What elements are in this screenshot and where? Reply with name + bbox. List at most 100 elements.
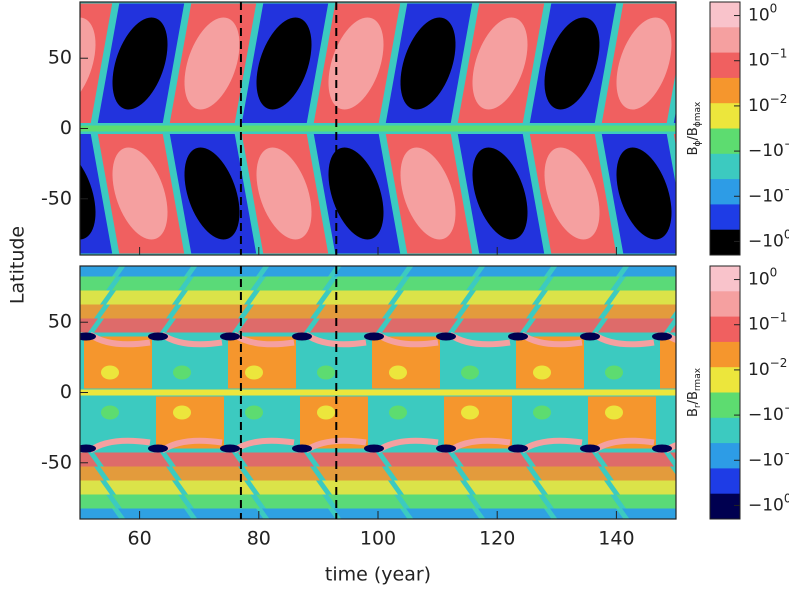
- field-spot: [245, 365, 263, 380]
- field-stripe: [526, 452, 602, 467]
- field-stripe: [166, 452, 242, 467]
- field-stripe: [0, 305, 32, 319]
- field-stripe: [616, 494, 676, 509]
- field-stripe: [466, 290, 542, 305]
- field-stripe: [388, 304, 464, 319]
- field-stripe: [178, 480, 254, 495]
- field-dark: [652, 444, 672, 453]
- field-stripe: [0, 453, 26, 467]
- field-stripe: [382, 318, 458, 333]
- field-stripe: [472, 276, 548, 291]
- field-stripe: [244, 466, 320, 481]
- field-arc: [18, 335, 78, 345]
- field-stripe: [190, 266, 264, 277]
- field-dark: [292, 444, 312, 453]
- field-stripe: [80, 290, 110, 305]
- field-stripe: [0, 481, 38, 495]
- field-dark: [508, 444, 528, 453]
- colorbar-swatch: [710, 392, 740, 419]
- field-stripe: [532, 304, 608, 319]
- field-arc: [0, 441, 6, 451]
- field-stripe: [544, 494, 620, 509]
- field-stripe: [622, 266, 676, 277]
- field-stripe: [256, 276, 332, 291]
- colorbar-swatch: [710, 229, 740, 256]
- field-stripe: [400, 494, 476, 509]
- field-stripe: [394, 290, 470, 305]
- field-stripe: [394, 480, 470, 495]
- field-stripe: [316, 304, 392, 319]
- field-stripe: [460, 304, 536, 319]
- field-stripe: [400, 276, 476, 291]
- field-stripe: [604, 466, 676, 481]
- field-stripe: [184, 276, 260, 291]
- field-dark: [364, 444, 384, 453]
- field-core: [0, 18, 32, 110]
- field-stripe: [526, 318, 602, 333]
- colorbar-swatch: [710, 291, 740, 318]
- field-block: [12, 397, 80, 449]
- field-stripe: [538, 290, 614, 305]
- colorbar-tick-base: −10: [748, 186, 784, 206]
- x-tick-label: 100: [360, 528, 396, 550]
- field-stripe: [478, 508, 552, 519]
- field-stripe: [262, 508, 336, 519]
- colorbar-title-part: B: [686, 146, 701, 155]
- field-stripe: [112, 276, 188, 291]
- field-dark: [580, 332, 600, 341]
- y-tick-label: 50: [48, 47, 72, 69]
- field-core: [112, 147, 168, 240]
- colorbar-tick-exp: 0: [784, 491, 789, 505]
- colorbar-swatch: [710, 341, 740, 368]
- colorbar-tick-exp: 0: [784, 227, 789, 241]
- field-block: [0, 397, 8, 449]
- colorbar-swatch: [710, 204, 740, 231]
- field-stripe: [100, 304, 176, 319]
- field-band: [0, 2, 42, 125]
- colorbar-title: Bϕ/Bϕmax: [686, 101, 703, 155]
- y-tick-label: 0: [60, 117, 72, 139]
- colorbar-swatch: [710, 103, 740, 129]
- field-core: [0, 148, 32, 240]
- field-spot: [389, 365, 407, 380]
- field-stripe: [754, 291, 789, 305]
- field-stripe: [244, 304, 320, 319]
- field-band: [670, 93, 676, 126]
- colorbar-tick-label: −10−2: [748, 401, 789, 426]
- field-core: [616, 147, 672, 240]
- colorbar-title-part: /B: [686, 391, 701, 404]
- field-stripe: [106, 480, 182, 495]
- field-stripe: [670, 452, 676, 461]
- colorbar-tick-base: −10: [748, 405, 784, 425]
- field-core: [328, 17, 384, 110]
- colorbar-tick-label: −10−2: [748, 137, 789, 162]
- field-dark: [436, 332, 456, 341]
- field-stripe: [94, 318, 170, 333]
- colorbar-tick-label: 10−2: [748, 91, 787, 116]
- colorbar-tick-base: −10: [748, 450, 784, 470]
- field-spot: [101, 405, 119, 420]
- field-core: [184, 147, 240, 240]
- field-stripe: [94, 452, 170, 467]
- field-dark: [148, 444, 168, 453]
- field-stripe: [382, 452, 458, 467]
- colorbar-tick-exp: −1: [784, 446, 789, 460]
- field-stripe: [610, 480, 676, 495]
- field-core: [400, 147, 456, 240]
- colorbar-tick-exp: 0: [770, 1, 778, 15]
- colorbar-title-sub: ϕ: [693, 140, 703, 146]
- field-arc: [738, 441, 789, 451]
- field-dark: [80, 332, 96, 341]
- colorbar-swatch: [710, 417, 740, 444]
- field-stripe: [118, 266, 192, 277]
- field-stripe: [80, 480, 110, 495]
- colorbar-tick-label: 10−2: [748, 355, 787, 380]
- field-spot: [533, 365, 551, 380]
- colorbar-tick-base: 10: [748, 51, 770, 71]
- field-stripe: [80, 266, 120, 277]
- field-stripe: [622, 508, 676, 519]
- field-dark: [148, 332, 168, 341]
- field-arc: [0, 335, 6, 345]
- field-core: [616, 17, 672, 110]
- field-core: [544, 147, 600, 240]
